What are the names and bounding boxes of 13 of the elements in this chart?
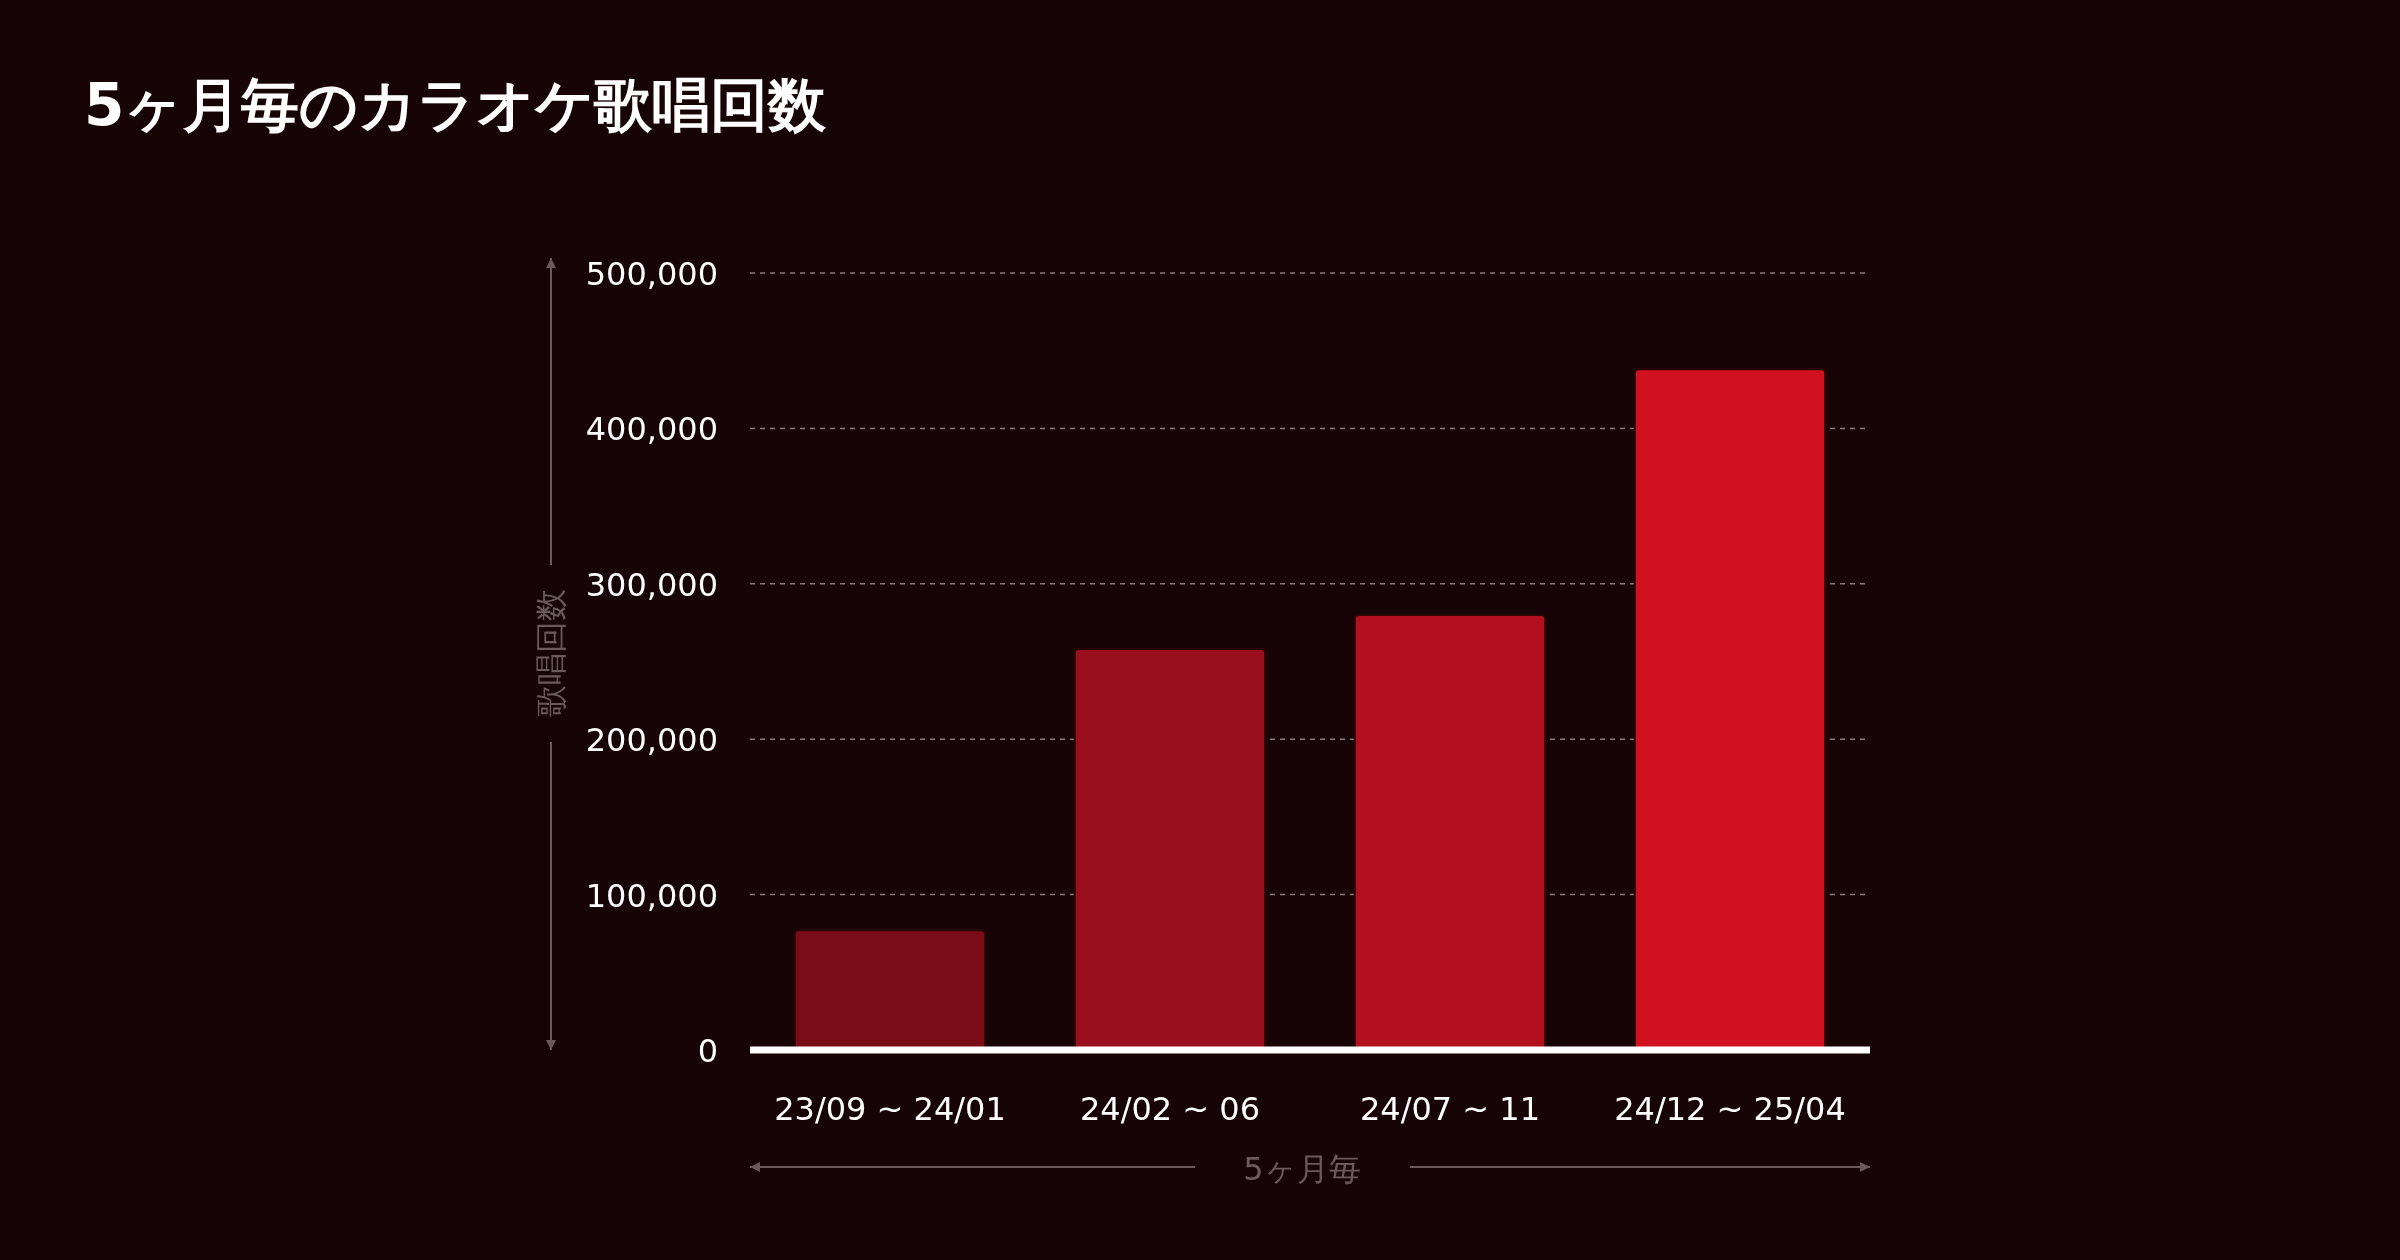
y-tick-label: 200,000	[585, 721, 718, 760]
x-tick-label: 23/09 ~ 24/01	[774, 1090, 1006, 1128]
y-axis-title: 歌唱回数	[532, 589, 570, 717]
y-tick-label: 0	[697, 1032, 718, 1070]
x-axis-title: 5ヶ月毎	[1243, 1150, 1361, 1188]
y-tick-label: 300,000	[585, 565, 718, 604]
y-tick-label: 100,000	[585, 876, 718, 915]
x-tick-label: 24/02 ~ 06	[1079, 1090, 1261, 1128]
x-tick-label: 24/07 ~ 11	[1359, 1090, 1541, 1128]
y-tick-label: 400,000	[585, 410, 718, 449]
x-tick-label: 24/12 ~ 25/04	[1614, 1090, 1846, 1128]
y-tick-label: 500,000	[585, 255, 718, 293]
chart-title: 5ヶ月毎のカラオケ歌唱回数	[84, 71, 828, 139]
